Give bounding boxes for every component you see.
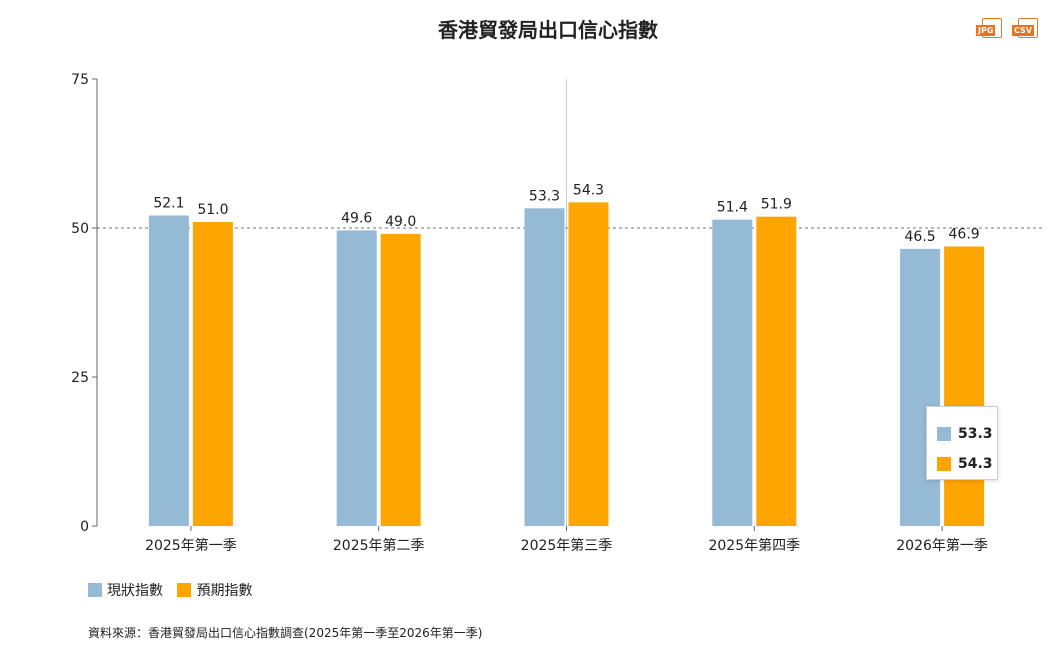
csv-label: CSV (1012, 25, 1034, 36)
x-tick-label: 2026年第一季 (896, 537, 988, 554)
bar-expected (192, 222, 233, 527)
legend-item-current[interactable]: 現狀指數 (88, 580, 163, 600)
hover-tooltip: 53.3 54.3 (926, 406, 998, 480)
legend-item-expected[interactable]: 預期指數 (177, 580, 252, 600)
tooltip-row-expected: 54.3 (937, 449, 997, 479)
legend-label-expected: 預期指數 (196, 583, 253, 599)
bar-expected (944, 246, 985, 526)
source-note: 資料來源：香港貿發局出口信心指數調查(2025年第一季至2026年第一季) (88, 626, 483, 640)
bar-current (148, 215, 189, 526)
bar-expected (380, 233, 421, 526)
bar-expected (568, 202, 609, 526)
export-csv-button[interactable]: CSV (1012, 18, 1040, 40)
bar-current (336, 230, 377, 526)
legend-swatch-expected (177, 583, 192, 597)
data-label: 49.6 (341, 210, 372, 226)
data-label: 51.0 (197, 202, 228, 218)
jpg-label: JPG (976, 25, 996, 36)
x-tick-label: 2025年第一季 (145, 537, 237, 554)
bar-current (712, 219, 753, 526)
data-label: 51.4 (717, 200, 748, 216)
tooltip-swatch-current (937, 427, 951, 441)
tooltip-row-current: 53.3 (937, 419, 997, 449)
data-label: 46.5 (905, 229, 936, 245)
data-label: 54.3 (573, 182, 604, 198)
data-label: 51.9 (761, 197, 792, 213)
data-label: 49.0 (385, 214, 416, 230)
data-label: 46.9 (949, 226, 980, 242)
y-tick-label: 75 (71, 72, 89, 88)
bar-chart: 0 25 50 75 52.1 51.0 2025年第一季 49.6 49.0 2025年第二季 5… (71, 72, 1044, 554)
y-tick-label: 50 (71, 221, 89, 237)
x-tick-label: 2025年第四季 (708, 537, 800, 554)
bar-current (524, 208, 565, 526)
legend: 現狀指數 預期指數 (88, 580, 262, 601)
tooltip-value-expected: 54.3 (958, 456, 993, 472)
y-tick-label: 25 (71, 370, 89, 386)
data-label: 52.1 (153, 195, 184, 211)
legend-label-current: 現狀指數 (107, 583, 163, 599)
chart-title: 香港貿發局出口信心指數 (438, 18, 658, 42)
bar-current (900, 248, 941, 527)
tooltip-value-current: 53.3 (958, 426, 993, 442)
export-jpg-button[interactable]: JPG (976, 18, 1004, 40)
x-tick-label: 2025年第三季 (521, 537, 613, 554)
y-tick-label: 0 (80, 519, 89, 535)
x-tick-label: 2025年第二季 (333, 537, 425, 554)
bar-expected (756, 216, 797, 526)
data-label: 53.3 (529, 188, 560, 204)
legend-swatch-current (88, 583, 102, 597)
tooltip-swatch-expected (937, 457, 951, 471)
